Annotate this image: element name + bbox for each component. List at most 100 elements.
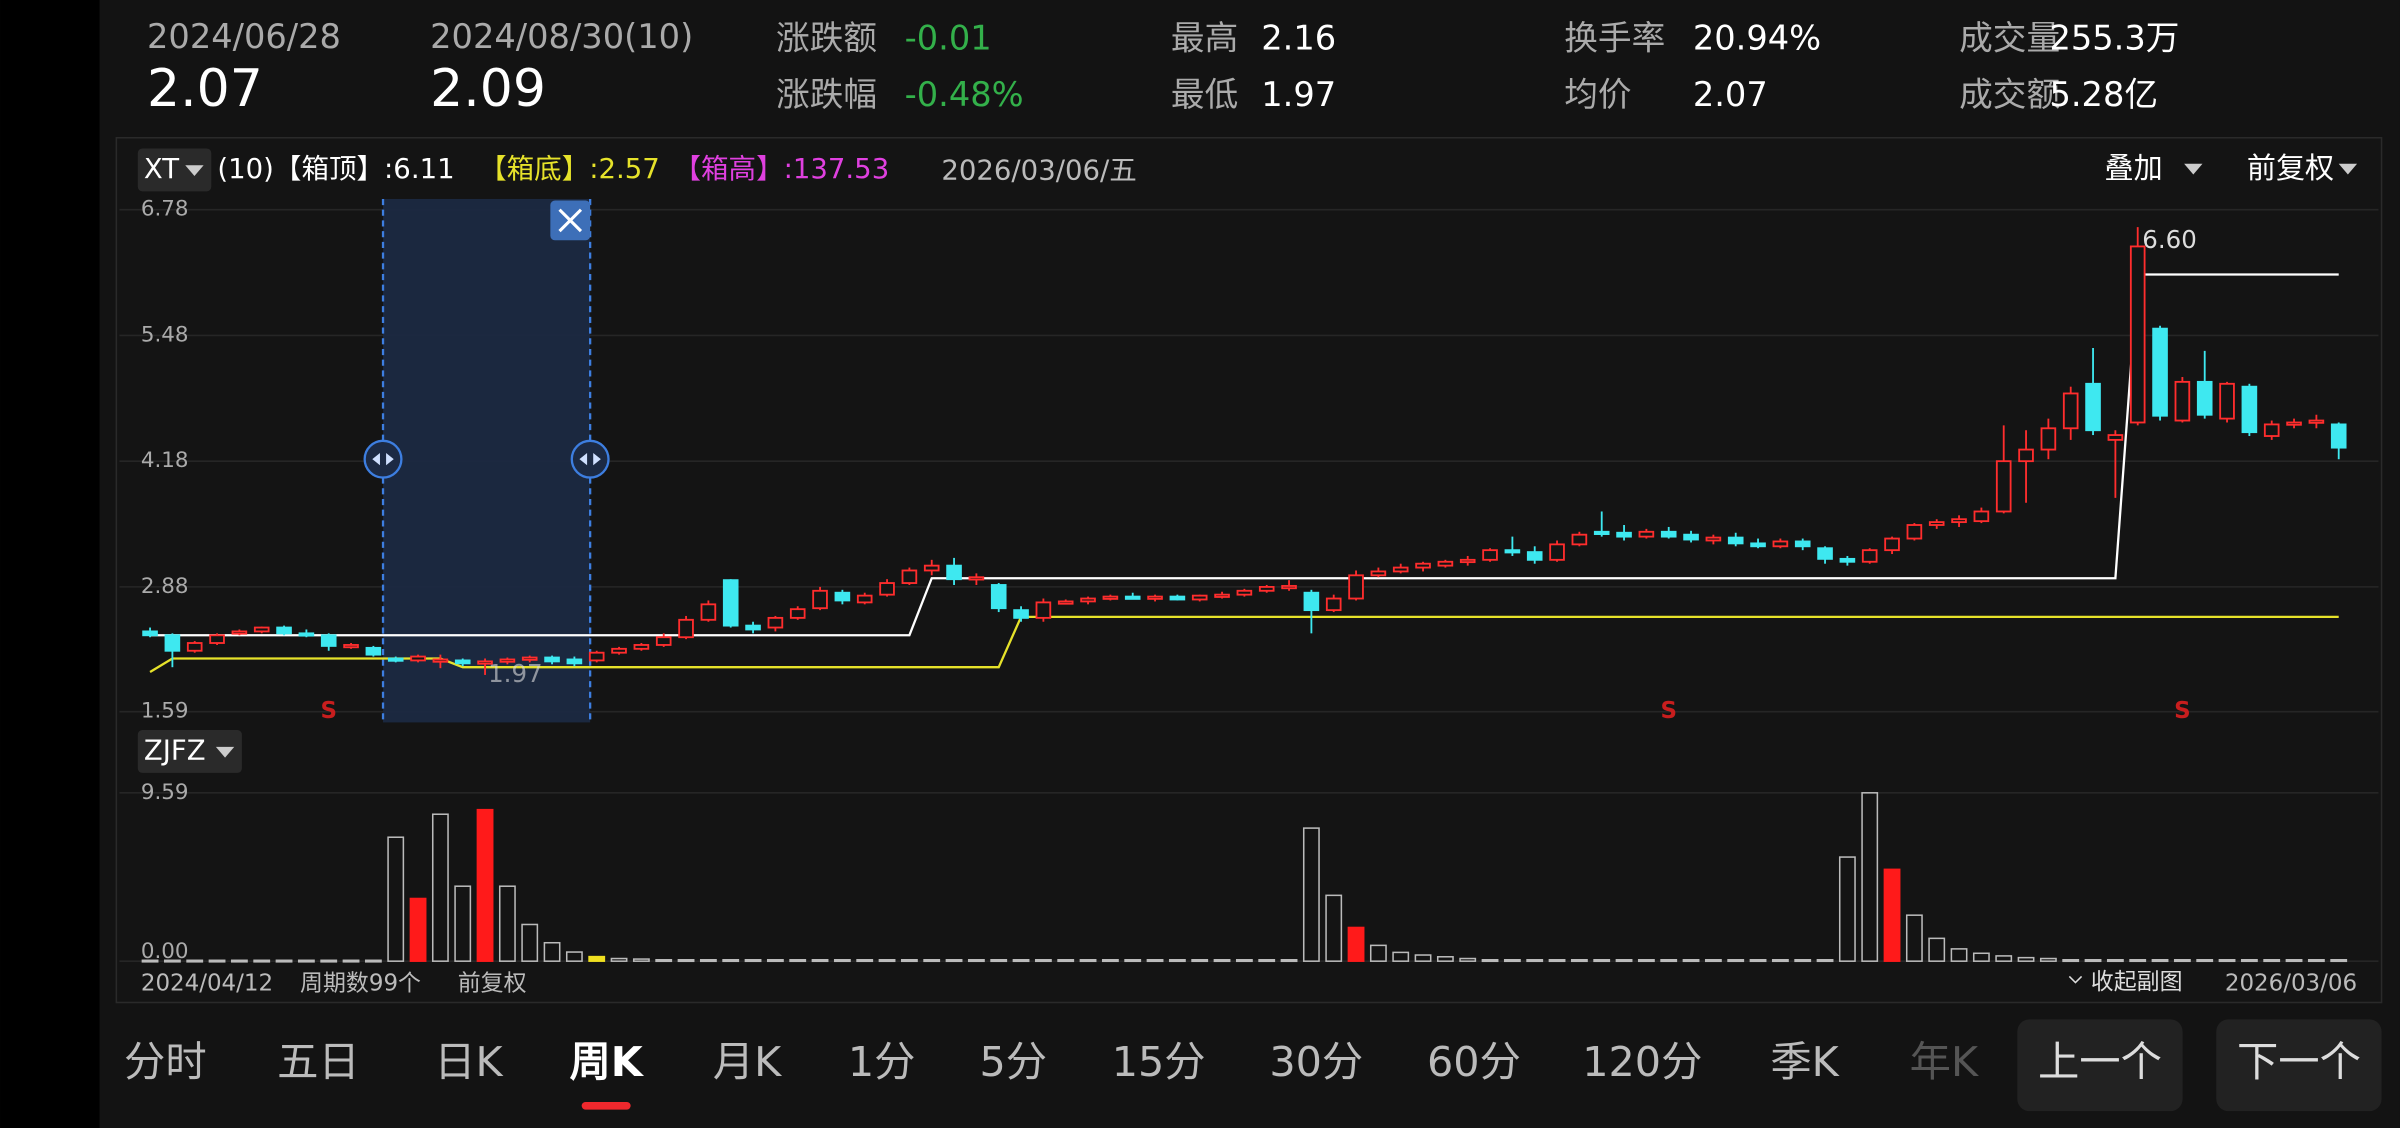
- candle-body: [1973, 510, 1990, 523]
- candle-body: [1616, 531, 1632, 538]
- candle-body: [1459, 558, 1476, 564]
- candle-body: [365, 646, 382, 656]
- indicator-bar: [878, 959, 896, 963]
- indicator-bar: [900, 959, 918, 963]
- indicator-bar: [2285, 959, 2303, 963]
- box-height: 【箱高】:137.53: [673, 153, 889, 185]
- period-tab[interactable]: 5分: [979, 1038, 1047, 1086]
- period-tab[interactable]: 周K: [569, 1038, 644, 1086]
- candle-body: [1839, 557, 1856, 563]
- indicator-bar: [2151, 959, 2169, 963]
- collapse[interactable]: 收起副图: [2091, 969, 2183, 995]
- candle-body: [2263, 423, 2280, 437]
- period-tab[interactable]: 30分: [1269, 1038, 1363, 1086]
- selection-area: [383, 198, 591, 723]
- period-tab[interactable]: 年K: [1910, 1038, 1979, 1086]
- handle-arrows: [579, 453, 601, 466]
- candle-body: [1035, 601, 1052, 619]
- candle-body: [834, 591, 851, 602]
- candle-body: [1236, 589, 1253, 596]
- indicator-bar: [364, 959, 382, 963]
- candle-body: [1370, 570, 1387, 577]
- overlay[interactable]: 叠加: [2105, 151, 2163, 185]
- sub-indicator[interactable]: ZJFZ: [144, 734, 206, 766]
- indicator-bar: [744, 959, 762, 963]
- indicator-bar: [1012, 959, 1030, 963]
- stat-value: -0.01: [905, 18, 992, 57]
- indicator-bar: [2218, 959, 2236, 963]
- indicator-bar: [253, 959, 271, 963]
- next-button[interactable]: [2216, 1019, 2382, 1112]
- period-tab[interactable]: 15分: [1112, 1038, 1206, 1086]
- period-tab[interactable]: 季K: [1770, 1038, 1839, 1086]
- candle-body: [253, 626, 270, 633]
- indicator-bar: [610, 957, 628, 962]
- indicator-bar: [1213, 959, 1231, 963]
- period-tab[interactable]: 120分: [1582, 1038, 1702, 1086]
- candle-body: [633, 644, 650, 650]
- indicator-bar: [699, 959, 717, 963]
- candle-body: [1124, 595, 1141, 600]
- indicator-button[interactable]: [137, 148, 212, 192]
- nav-button-label[interactable]: 下一个: [2237, 1038, 2361, 1086]
- period-tab[interactable]: 60分: [1427, 1038, 1521, 1086]
- candle-body: [2196, 380, 2213, 416]
- period-tab[interactable]: 五日: [277, 1038, 360, 1086]
- candle-body: [1683, 533, 1699, 541]
- candle-body: [1415, 562, 1431, 569]
- candle-body: [2286, 421, 2302, 426]
- candle-body: [2241, 385, 2258, 434]
- adjust[interactable]: 前复权: [2247, 151, 2334, 185]
- price-annotation: 1.97: [488, 659, 542, 688]
- candle-body: [454, 659, 471, 665]
- drag-handle[interactable]: [363, 439, 403, 479]
- nav-button-label[interactable]: 上一个: [2038, 1038, 2162, 1086]
- candle-body: [812, 589, 828, 610]
- indicator-bar: [1570, 959, 1588, 963]
- indicator-bar: [1101, 959, 1119, 963]
- sub-indicator-button[interactable]: [137, 730, 242, 773]
- indicator-bar: [722, 959, 740, 963]
- box-bottom: 【箱底】:2.57: [479, 153, 660, 185]
- period-tab[interactable]: 1分: [848, 1038, 916, 1086]
- indicator-bar: [275, 959, 293, 963]
- candle-body: [1080, 597, 1096, 603]
- stat-label: 成交额: [1959, 75, 2060, 114]
- indicator-bar: [431, 813, 449, 962]
- candle-body: [1191, 594, 1208, 601]
- collapse-icon: [2068, 975, 2083, 984]
- candle-body: [2062, 392, 2079, 430]
- candle-body: [722, 579, 739, 627]
- candle-body: [1817, 547, 1833, 560]
- indicator-bar: [543, 941, 561, 962]
- indicator-bar: [2039, 957, 2057, 962]
- end-price: 2.09: [430, 59, 546, 119]
- candle-body: [1772, 540, 1789, 548]
- indicator-bar: [1347, 926, 1365, 962]
- indicator-bar: [521, 923, 539, 962]
- stat-value: 5.28亿: [2049, 75, 2158, 114]
- candle-body: [1325, 597, 1342, 612]
- drag-handle[interactable]: [570, 439, 610, 479]
- candle-body: [946, 564, 962, 581]
- period-tab[interactable]: 日K: [434, 1038, 503, 1086]
- y-tick-label: 4.18: [141, 448, 189, 473]
- stat-label: 涨跌幅: [776, 75, 877, 114]
- indicator-bar: [856, 959, 874, 963]
- cursor-date: 2026/03/06/五: [941, 154, 1136, 186]
- indicator[interactable]: XT: [144, 153, 179, 185]
- stat-label: 涨跌额: [776, 18, 877, 57]
- period-tab[interactable]: 分时: [124, 1038, 207, 1086]
- candle-body: [432, 658, 449, 663]
- period-tab[interactable]: 月K: [713, 1038, 782, 1086]
- indicator-bar: [967, 959, 985, 963]
- candle-body: [789, 608, 806, 619]
- indicator-bar: [1593, 959, 1611, 963]
- indicator-bar: [1481, 959, 1499, 963]
- y-tick-label: 2.88: [141, 574, 189, 599]
- prev-button[interactable]: [2017, 1019, 2183, 1112]
- candle-body: [678, 618, 694, 639]
- candle-body: [968, 576, 985, 581]
- signal: S: [1660, 698, 1677, 724]
- dropdown-icon: [215, 746, 235, 758]
